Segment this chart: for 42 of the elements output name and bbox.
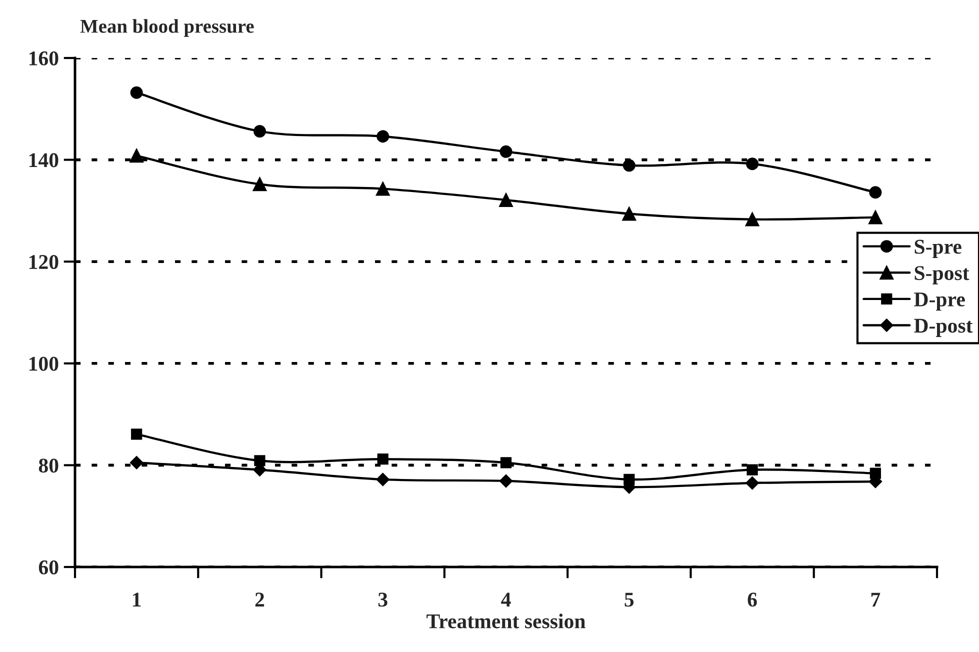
y-tick-label: 80 (38, 458, 58, 473)
point (869, 186, 882, 199)
x-tick-label: 6 (748, 592, 757, 607)
y-tick-label: 160 (29, 51, 58, 66)
legend-label: S-post (914, 266, 970, 284)
y-tick-label: 120 (29, 254, 58, 270)
x-axis-title: Treatment session (426, 614, 586, 628)
legend-label: S-pre (914, 240, 962, 258)
x-tick-label: 7 (871, 592, 880, 606)
x-tick-label: 2 (255, 592, 264, 606)
point (499, 474, 513, 488)
point (253, 125, 266, 138)
legend-label: D-pre (914, 292, 965, 311)
point (868, 210, 882, 224)
chart-title: Mean blood pressure (80, 19, 254, 37)
point (746, 476, 759, 490)
point (745, 212, 760, 226)
point (500, 145, 512, 158)
point (131, 428, 142, 440)
point (376, 182, 390, 196)
y-tick-label: 100 (29, 356, 58, 371)
point (622, 159, 636, 172)
point (130, 86, 143, 99)
point (746, 464, 758, 476)
x-tick-label: 3 (378, 592, 388, 607)
point (377, 454, 388, 465)
point (376, 130, 390, 143)
point (376, 472, 390, 486)
legend-label: D-post (914, 318, 973, 337)
point (252, 177, 267, 192)
x-tick-label: 5 (624, 592, 634, 607)
point (130, 148, 144, 163)
point (622, 206, 636, 221)
y-tick-label: 140 (29, 153, 58, 168)
x-tick-label: 4 (501, 592, 511, 606)
point (130, 456, 144, 470)
y-tick-label: 60 (38, 560, 58, 574)
x-tick-label: 1 (133, 592, 141, 606)
point (746, 158, 759, 170)
point (499, 193, 513, 207)
point (254, 455, 266, 466)
point (500, 457, 512, 468)
